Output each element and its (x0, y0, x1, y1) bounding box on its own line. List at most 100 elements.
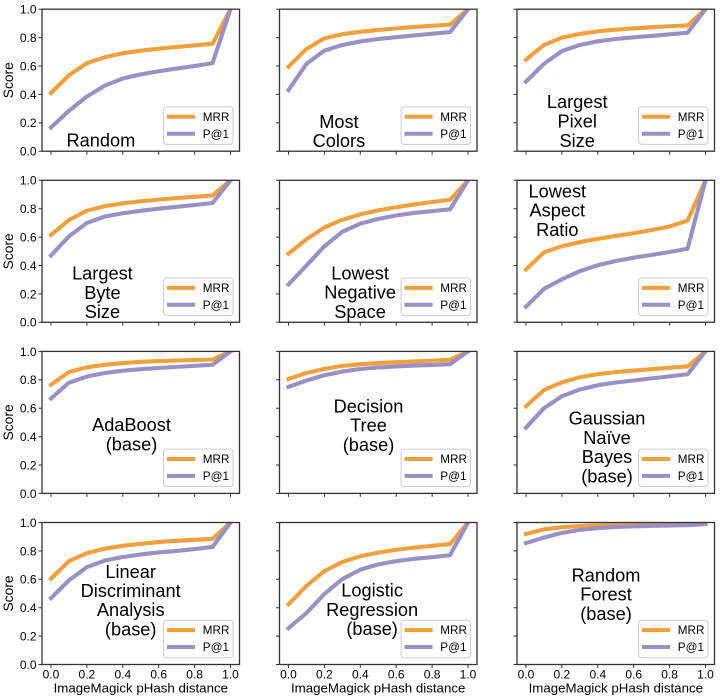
svg-text:Largest: Largest (72, 264, 133, 284)
svg-text:MRR: MRR (203, 111, 230, 124)
svg-text:0.4: 0.4 (20, 430, 37, 444)
svg-text:AdaBoost: AdaBoost (92, 415, 171, 435)
svg-text:1.0: 1.0 (20, 3, 37, 17)
svg-text:0.0: 0.0 (20, 145, 37, 159)
svg-text:Decision: Decision (334, 396, 404, 416)
svg-text:0.8: 0.8 (424, 668, 441, 682)
svg-text:MRR: MRR (203, 624, 230, 637)
svg-text:MRR: MRR (440, 282, 467, 295)
svg-text:Score: Score (1, 575, 16, 611)
svg-text:(base): (base) (343, 435, 395, 455)
svg-text:0.2: 0.2 (20, 630, 37, 644)
svg-text:P@1: P@1 (678, 470, 704, 483)
svg-text:MRR: MRR (678, 282, 705, 295)
svg-text:ImageMagick pHash distance: ImageMagick pHash distance (529, 680, 703, 695)
svg-text:P@1: P@1 (440, 128, 466, 141)
svg-text:0.2: 0.2 (316, 668, 333, 682)
svg-text:0.2: 0.2 (20, 116, 37, 130)
svg-text:0.6: 0.6 (388, 668, 405, 682)
svg-text:1.0: 1.0 (222, 668, 239, 682)
svg-text:0.4: 0.4 (589, 668, 606, 682)
svg-text:0.4: 0.4 (20, 601, 37, 615)
svg-text:MRR: MRR (678, 111, 705, 124)
svg-text:Analysis: Analysis (97, 600, 165, 620)
svg-text:0.6: 0.6 (150, 668, 167, 682)
svg-text:0.8: 0.8 (20, 544, 37, 558)
svg-text:MRR: MRR (678, 624, 705, 637)
svg-text:0.8: 0.8 (186, 668, 203, 682)
svg-text:P@1: P@1 (440, 299, 466, 312)
svg-text:P@1: P@1 (203, 470, 229, 483)
svg-text:P@1: P@1 (203, 641, 229, 654)
svg-text:0.6: 0.6 (20, 402, 37, 416)
svg-text:Discriminant: Discriminant (81, 581, 181, 601)
svg-text:(base): (base) (106, 434, 158, 454)
svg-text:P@1: P@1 (203, 128, 229, 141)
svg-text:0.0: 0.0 (280, 668, 297, 682)
svg-text:0.8: 0.8 (20, 31, 37, 45)
svg-text:Lowest: Lowest (331, 263, 389, 283)
svg-text:0.6: 0.6 (20, 573, 37, 587)
svg-text:0.2: 0.2 (79, 668, 96, 682)
svg-text:1.0: 1.0 (697, 668, 714, 682)
svg-text:P@1: P@1 (440, 470, 466, 483)
svg-text:1.0: 1.0 (20, 174, 37, 188)
svg-text:0.0: 0.0 (518, 668, 535, 682)
svg-text:0.6: 0.6 (20, 231, 37, 245)
svg-text:Size: Size (85, 302, 120, 322)
svg-text:(base): (base) (580, 604, 632, 624)
svg-text:0.0: 0.0 (20, 487, 37, 501)
svg-text:Logistic: Logistic (341, 581, 403, 601)
svg-text:Size: Size (560, 131, 595, 151)
svg-text:MRR: MRR (440, 453, 467, 466)
svg-text:0.0: 0.0 (20, 658, 37, 672)
svg-text:MRR: MRR (203, 282, 230, 295)
svg-text:0.8: 0.8 (20, 373, 37, 387)
svg-text:0.4: 0.4 (352, 668, 369, 682)
svg-text:MRR: MRR (440, 624, 467, 637)
svg-text:0.4: 0.4 (20, 259, 37, 273)
svg-text:Forest: Forest (580, 585, 632, 605)
svg-text:Gaussian: Gaussian (569, 409, 646, 429)
svg-text:(base): (base) (346, 619, 398, 639)
svg-text:ImageMagick pHash distance: ImageMagick pHash distance (54, 680, 228, 695)
svg-text:Random: Random (67, 131, 136, 151)
svg-text:Colors: Colors (313, 131, 366, 151)
svg-text:Tree: Tree (350, 416, 387, 436)
svg-text:Regression: Regression (326, 600, 418, 620)
svg-text:Score: Score (1, 404, 16, 440)
svg-text:Naïve: Naïve (583, 428, 631, 448)
svg-text:0.8: 0.8 (661, 668, 678, 682)
svg-text:Pixel: Pixel (557, 112, 596, 132)
svg-text:ImageMagick pHash distance: ImageMagick pHash distance (291, 680, 465, 695)
svg-text:MRR: MRR (678, 453, 705, 466)
svg-text:(base): (base) (105, 620, 157, 640)
svg-text:Score: Score (1, 233, 16, 269)
svg-text:Aspect: Aspect (529, 201, 585, 221)
svg-text:0.0: 0.0 (43, 668, 60, 682)
svg-text:0.4: 0.4 (20, 88, 37, 102)
svg-text:0.2: 0.2 (20, 458, 37, 472)
svg-text:0.2: 0.2 (20, 287, 37, 301)
svg-text:Most: Most (319, 112, 358, 132)
svg-text:0.6: 0.6 (625, 668, 642, 682)
svg-text:P@1: P@1 (678, 128, 704, 141)
svg-text:Lowest: Lowest (528, 181, 586, 201)
svg-text:P@1: P@1 (440, 641, 466, 654)
svg-text:Bayes: Bayes (582, 447, 633, 467)
svg-text:MRR: MRR (440, 111, 467, 124)
svg-text:P@1: P@1 (678, 299, 704, 312)
svg-text:Score: Score (1, 62, 16, 98)
svg-text:0.4: 0.4 (114, 668, 131, 682)
svg-text:0.8: 0.8 (20, 202, 37, 216)
svg-text:1.0: 1.0 (20, 516, 37, 530)
svg-text:Space: Space (334, 302, 386, 322)
svg-text:P@1: P@1 (203, 299, 229, 312)
svg-text:0.6: 0.6 (20, 59, 37, 73)
svg-text:Byte: Byte (84, 283, 120, 303)
svg-text:0.0: 0.0 (20, 316, 37, 330)
svg-text:Ratio: Ratio (536, 220, 578, 240)
svg-text:Largest: Largest (547, 92, 608, 112)
svg-text:(base): (base) (581, 466, 633, 486)
svg-text:Negative: Negative (324, 283, 396, 303)
